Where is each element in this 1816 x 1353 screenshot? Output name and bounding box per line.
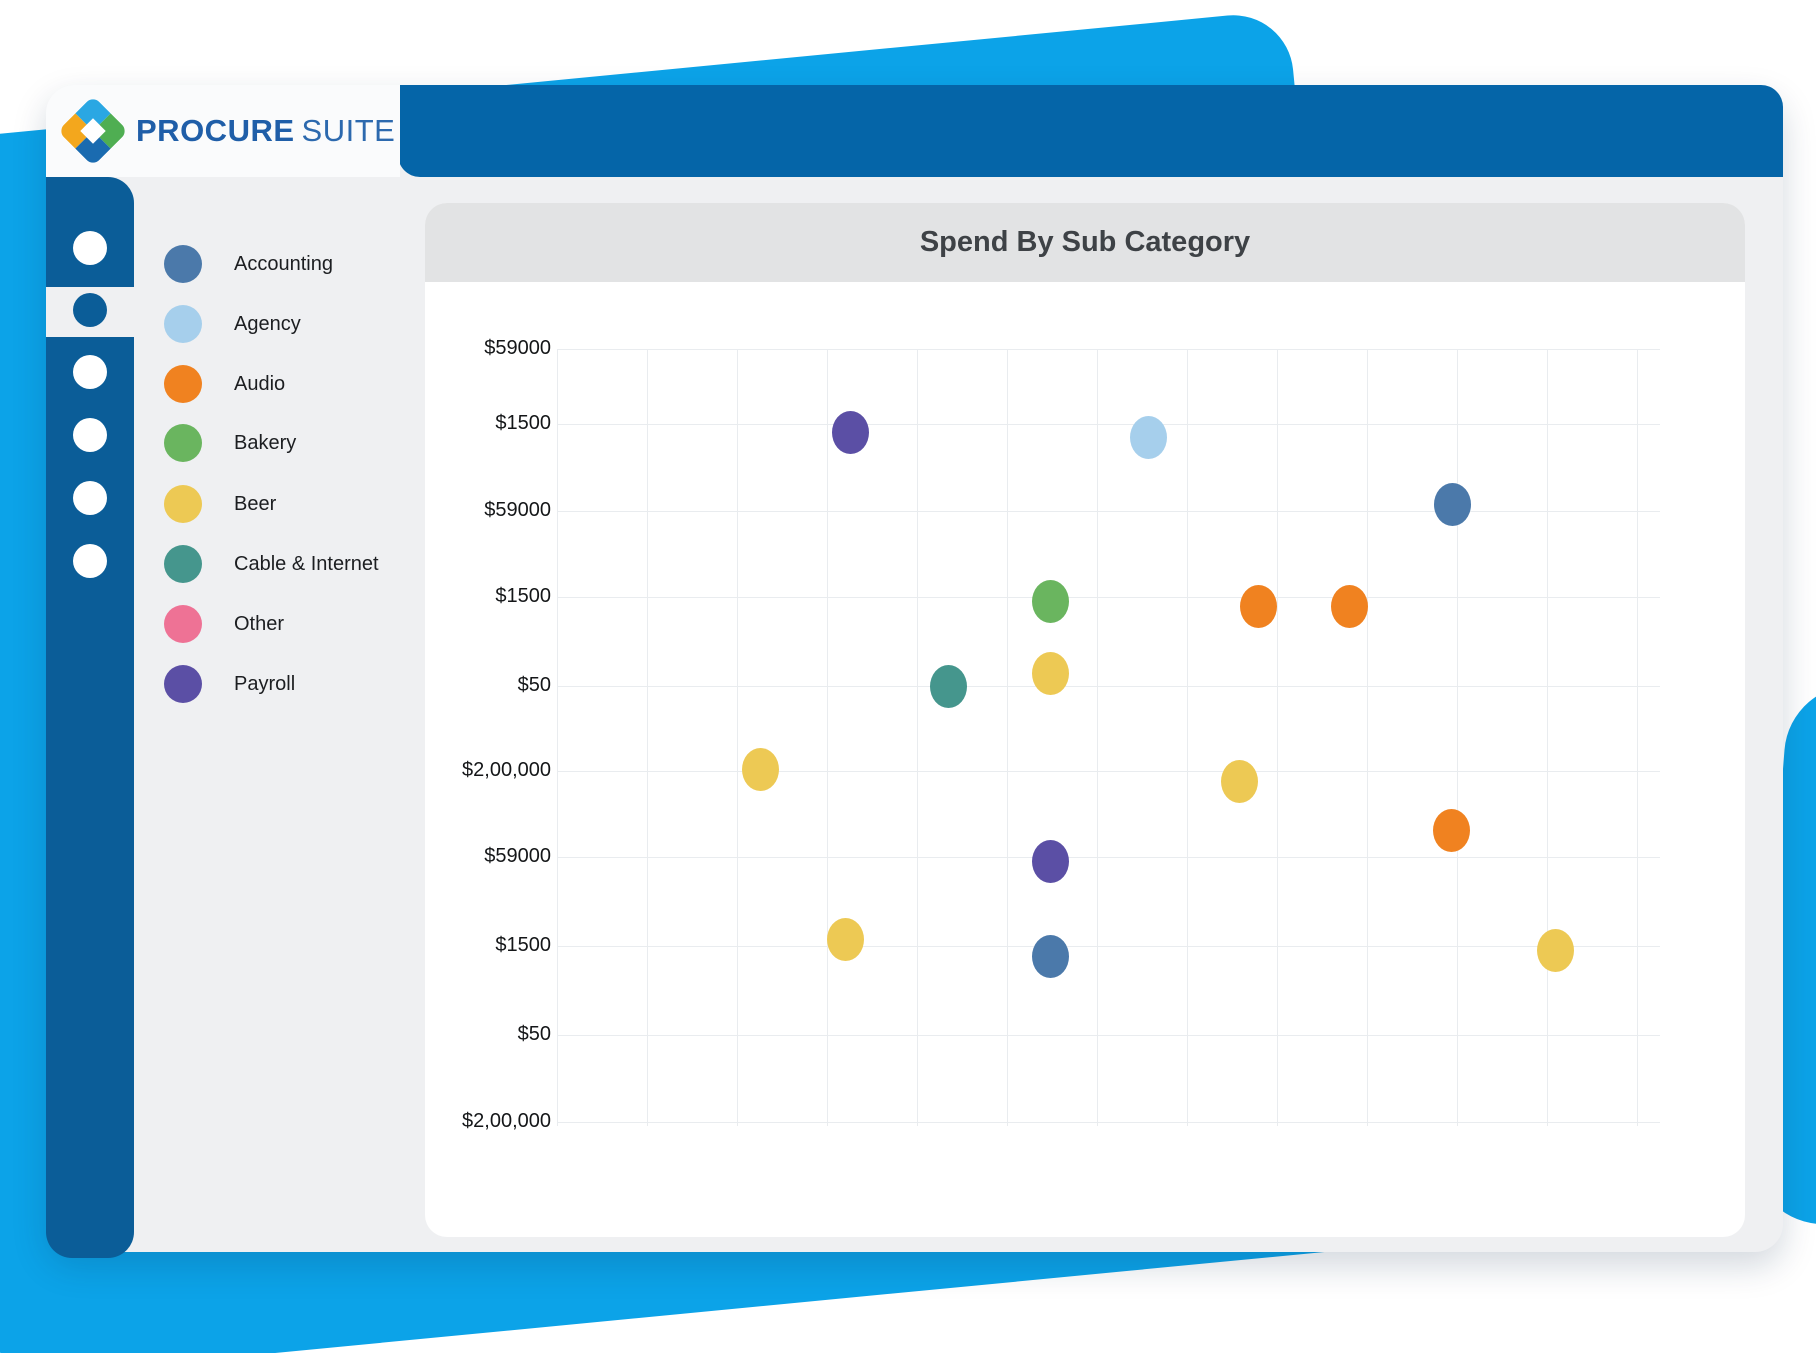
scatter-point-payroll[interactable] [831,410,869,454]
h-gridline [557,1122,1660,1123]
v-gridline [1277,349,1278,1126]
legend-color-dot [164,485,202,523]
v-gridline [1547,349,1548,1126]
v-gridline [737,349,738,1126]
chart-title: Spend By Sub Category [919,226,1251,258]
legend-label: Bakery [234,431,297,454]
v-gridline [647,349,648,1126]
legend-color-dot [164,605,202,643]
legend-color-dot [164,305,202,343]
y-axis-tick-label: $50 [517,1023,551,1045]
v-gridline [1367,349,1368,1126]
legend-label: Payroll [234,672,296,695]
scatter-point-beer[interactable] [1536,928,1574,972]
y-axis-tick-label: $1500 [495,934,551,956]
sidebar-nav-dot-4[interactable] [73,418,107,452]
v-gridline [1187,349,1188,1126]
brand-wordmark: PROCURE SUITE [136,113,395,149]
y-axis-tick-label: $59000 [484,499,551,521]
legend-label: Accounting [234,252,333,275]
v-gridline [1637,349,1638,1126]
scatter-point-audio[interactable] [1432,808,1470,852]
h-gridline [557,511,1660,512]
h-gridline [557,686,1660,687]
legend-item-bakery[interactable]: Bakery [164,424,296,462]
sidebar-nav-dot-5[interactable] [73,481,107,515]
brand-primary: PROCURE [136,113,295,148]
legend-item-cable-internet[interactable]: Cable & Internet [164,545,379,583]
logo-area: PROCURE SUITE [46,85,400,177]
h-gridline [557,424,1660,425]
v-gridline [1457,349,1458,1126]
chart-panel: Spend By Sub Category $59000 $1500 $59000 $… [425,203,1745,1237]
scatter-point-beer[interactable] [826,917,864,961]
chart-title-bar: Spend By Sub Category [425,203,1745,282]
y-axis-tick-label: $59000 [484,337,551,359]
y-axis-tick-label: $2,00,000 [462,759,551,781]
legend-item-agency[interactable]: Agency [164,305,301,343]
legend-label: Beer [234,492,277,515]
brand-secondary: SUITE [301,113,396,148]
legend-color-dot [164,665,202,703]
legend-item-accounting[interactable]: Accounting [164,245,333,283]
h-gridline [557,597,1660,598]
scatter-point-payroll[interactable] [1031,839,1069,883]
y-axis-tick-label: $59000 [484,845,551,867]
legend-label: Audio [234,372,286,395]
legend-color-dot [164,365,202,403]
scatter-point-audio[interactable] [1330,584,1368,628]
legend-color-dot [164,245,202,283]
legend-color-dot [164,424,202,462]
scatter-point-accounting[interactable] [1031,934,1069,978]
scatter-point-accounting[interactable] [1433,482,1471,526]
sidebar-nav-dot-2[interactable] [73,293,107,327]
top-header-bar [398,85,1783,177]
scatter-point-agency[interactable] [1129,415,1167,459]
sidebar-nav-dot-6[interactable] [73,544,107,578]
v-gridline [557,349,558,1126]
app-window: PROCURE SUITE Accounting Agency Audio Bakery… [46,85,1783,1258]
v-gridline [1007,349,1008,1126]
h-gridline [557,857,1660,858]
h-gridline [557,946,1660,947]
h-gridline [557,349,1660,350]
sidebar-nav-dot-1[interactable] [73,231,107,265]
scatter-point-beer[interactable] [1031,651,1069,695]
v-gridline [917,349,918,1126]
y-axis-tick-label: $1500 [495,585,551,607]
legend-item-other[interactable]: Other [164,605,284,643]
scatter-point-bakery[interactable] [1031,579,1069,623]
scatter-point-cable-internet[interactable] [929,664,967,708]
scatter-point-beer[interactable] [1220,759,1258,803]
v-gridline [1097,349,1098,1126]
scatter-point-beer[interactable] [741,747,779,791]
y-axis-tick-label: $50 [517,674,551,696]
legend-item-beer[interactable]: Beer [164,485,276,523]
legend-item-audio[interactable]: Audio [164,365,285,403]
procure-suite-logo-icon [57,95,129,167]
scatter-point-audio[interactable] [1239,584,1277,628]
y-axis-tick-label: $1500 [495,412,551,434]
y-axis-tick-label: $2,00,000 [462,1110,551,1132]
legend-label: Cable & Internet [234,552,379,575]
legend-label: Other [234,612,285,635]
sidebar-nav-dot-3[interactable] [73,355,107,389]
legend-item-payroll[interactable]: Payroll [164,665,295,703]
h-gridline [557,771,1660,772]
legend-label: Agency [234,312,301,335]
h-gridline [557,1035,1660,1036]
legend-color-dot [164,545,202,583]
sidebar-nav [46,177,134,1258]
v-gridline [827,349,828,1126]
